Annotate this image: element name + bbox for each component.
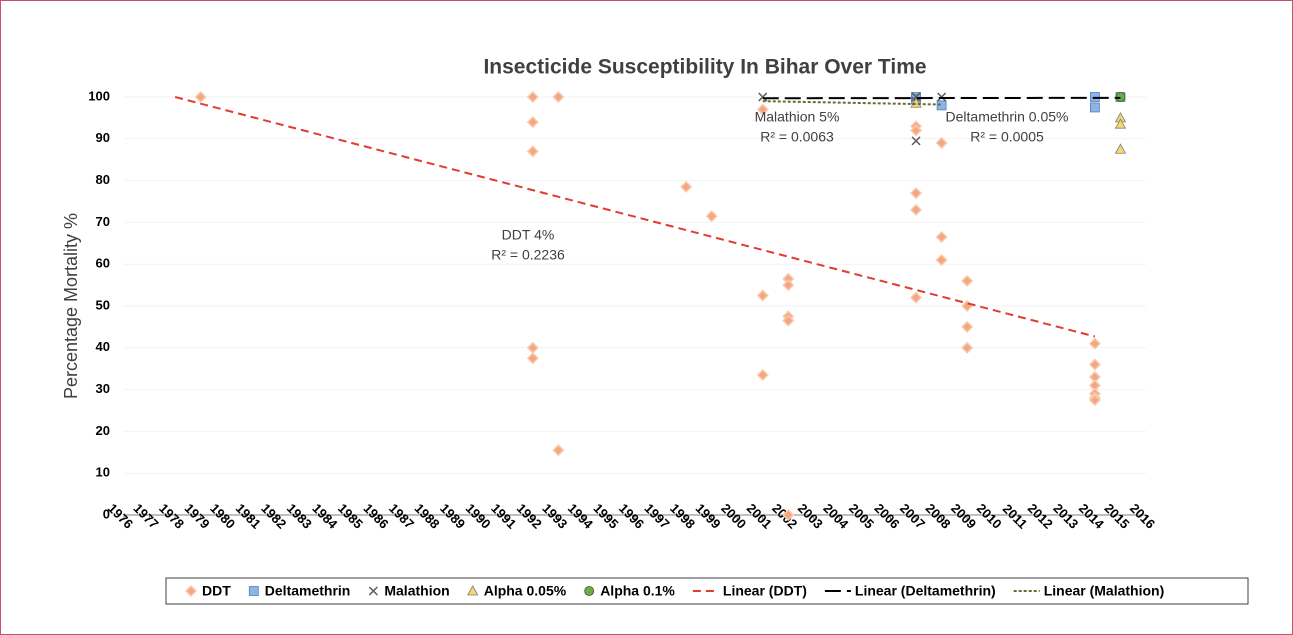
point [680,180,693,193]
point [526,90,539,104]
y-tick-label: 90 [96,130,110,145]
point [782,508,795,522]
legend-item: Alpha 0.1% [584,583,675,599]
point [936,100,947,111]
legend-item: DDT [184,583,231,599]
point [526,352,539,365]
point [1090,102,1100,113]
point [526,116,539,129]
legend-label: Alpha 0.05% [484,583,567,599]
legend-label: Alpha 0.1% [600,583,675,599]
legend-item: Alpha 0.05% [467,583,567,599]
legend-marker [368,586,378,596]
point [961,320,974,333]
y-tick-label: 60 [96,256,110,271]
point [935,136,948,150]
point [909,124,923,137]
point [911,92,921,102]
annotation: DDT 4% [502,227,555,243]
point [1088,393,1101,407]
legend-label: Linear (Malathion) [1044,583,1165,599]
point [1088,358,1101,371]
legend-item: Linear (Malathion) [1013,583,1165,599]
legend-item: Deltamethrin [248,583,351,599]
point [935,253,948,267]
y-tick-label: 80 [96,172,110,187]
point [756,368,769,382]
legend-label: Malathion [384,583,449,599]
legend-item: Malathion [368,583,450,599]
point [552,444,565,457]
point [782,279,795,292]
legend-marker [248,586,259,596]
y-tick-label: 100 [88,88,110,103]
annotation: Malathion 5% [755,109,840,125]
chart-title: Insecticide Susceptibility In Bihar Over… [483,56,926,79]
legend-box [165,577,1249,605]
point [756,103,769,116]
point [961,274,974,287]
point [782,314,795,327]
point [526,145,539,158]
point [1114,118,1127,129]
annotation: R² = 0.0005 [970,129,1044,145]
annotation: R² = 0.2236 [491,247,565,263]
legend-marker [584,586,595,596]
y-tick-label: 50 [96,297,110,312]
point [1088,337,1101,350]
legend-item: Linear (Deltamethrin) [824,583,996,599]
y-tick-label: 0 [103,506,110,521]
y-tick-label: 70 [96,214,110,229]
point [1114,143,1127,154]
y-tick-label: 40 [96,339,110,354]
trendline [174,96,1096,338]
point [961,341,974,354]
y-tick-label: 20 [96,423,110,438]
annotation: R² = 0.0063 [760,129,834,145]
point [911,136,921,146]
y-tick-label: 30 [96,381,110,396]
point [937,92,947,102]
legend-label: Deltamethrin [265,583,351,599]
legend-marker [184,584,198,598]
legend-label: Linear (DDT) [723,583,807,599]
point [909,203,923,216]
point [756,289,769,302]
legend-marker [467,585,479,596]
legend-item: Linear (DDT) [692,583,807,599]
legend-label: DDT [202,583,231,599]
point [909,187,923,200]
y-axis-title: Percentage Mortality % [61,213,81,399]
y-tick-label: 10 [96,465,110,480]
point [705,210,718,223]
point [552,90,565,104]
annotation: Deltamethrin 0.05% [946,109,1069,125]
point [758,92,768,102]
point [935,230,948,244]
point [194,90,207,104]
point [909,291,923,304]
legend-label: Linear (Deltamethrin) [855,583,996,599]
